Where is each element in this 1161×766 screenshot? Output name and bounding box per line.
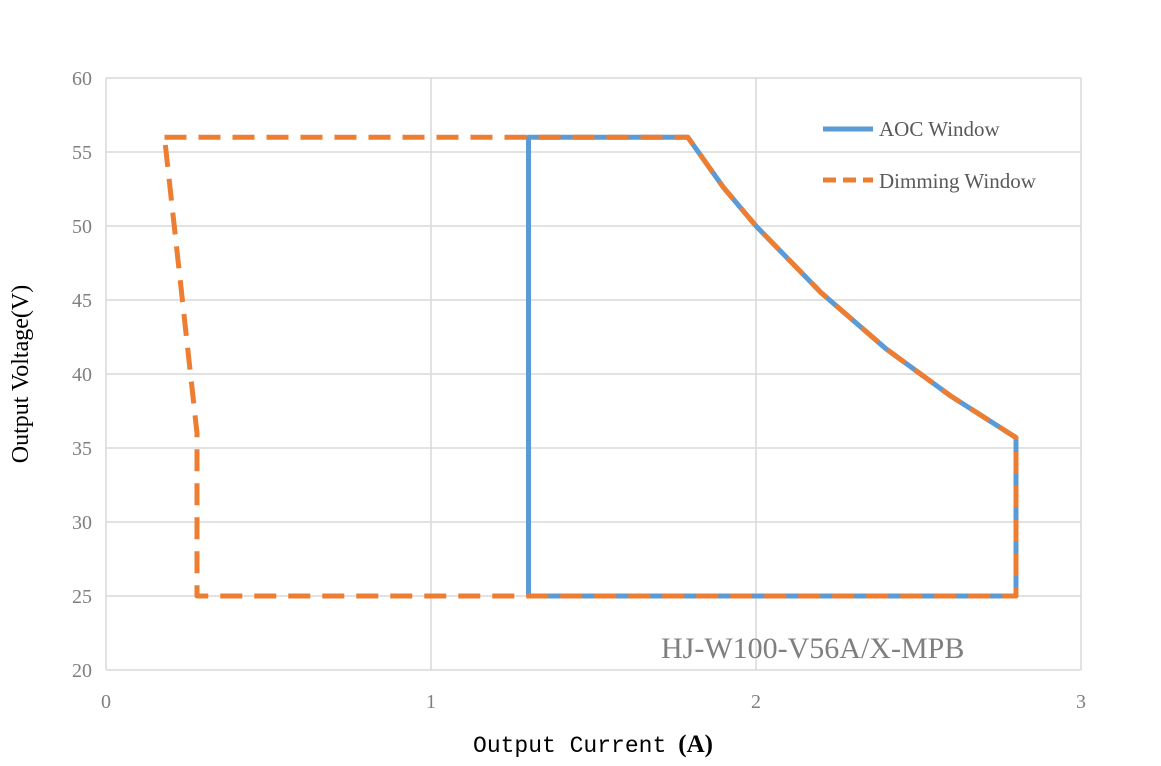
y-axis-title: Output Voltage(V) [8, 285, 34, 463]
y-tick-label: 20 [72, 660, 92, 682]
x-tick-label: 1 [426, 691, 436, 713]
y-tick-label: 40 [72, 364, 92, 386]
y-tick-label: 55 [72, 142, 92, 164]
y-tick-label: 35 [72, 438, 92, 460]
x-axis-title-text: Output Current [473, 733, 666, 759]
legend-label-aoc-window: AOC Window [879, 117, 1001, 141]
y-tick-label: 25 [72, 586, 92, 608]
tick-labels: 20 25 30 35 40 45 50 55 60 0 1 2 3 [72, 68, 1086, 713]
y-tick-label: 60 [72, 68, 92, 90]
legend: AOC Window Dimming Window [823, 117, 1037, 193]
y-tick-label: 45 [72, 290, 92, 312]
model-annotation: HJ-W100-V56A/X-MPB [661, 632, 964, 665]
series-group [162, 134, 1019, 599]
y-tick-label: 50 [72, 216, 92, 238]
x-tick-label: 3 [1076, 691, 1086, 713]
series-line-dimming-window [162, 134, 1019, 599]
legend-label-dimming-window: Dimming Window [879, 169, 1037, 193]
x-axis-title-unit: (A) [678, 731, 713, 758]
y-tick-label: 30 [72, 512, 92, 534]
x-axis-title: Output Current (A) [473, 731, 713, 759]
x-tick-label: 0 [101, 691, 111, 713]
x-tick-label: 2 [751, 691, 761, 713]
gridlines [105, 77, 1082, 671]
